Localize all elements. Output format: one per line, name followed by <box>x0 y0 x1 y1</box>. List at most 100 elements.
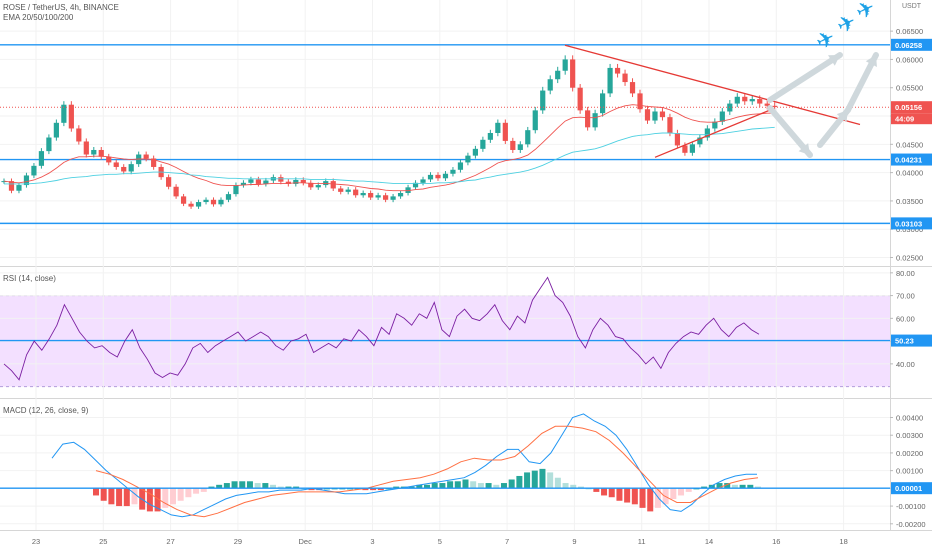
candle-body <box>255 179 262 184</box>
candle-body <box>278 177 284 182</box>
rsi-tick-label: 60.00 <box>896 314 915 323</box>
countdown-bg <box>891 113 932 125</box>
candle-body <box>435 174 441 179</box>
macd-histogram-bar <box>447 481 454 489</box>
x-tick-label: 9 <box>572 537 576 546</box>
macd-histogram-bar <box>647 488 654 512</box>
candle-body <box>577 87 583 111</box>
candle-body <box>263 180 269 184</box>
rsi-indicator-label: RSI (14, close) <box>3 274 56 283</box>
macd-histogram-bar <box>601 488 608 496</box>
macd-histogram-bar <box>631 488 638 505</box>
candle-body <box>240 182 247 186</box>
macd-histogram-bar <box>116 488 123 507</box>
level-tag-bg <box>891 217 932 230</box>
macd-histogram-bar <box>477 483 484 489</box>
candle-body <box>285 181 291 184</box>
candle-body <box>128 164 134 172</box>
projection-arrow-head <box>865 55 877 67</box>
candle-body <box>525 130 531 145</box>
candle-body <box>734 96 740 104</box>
level-tag: 0.04231 <box>895 156 922 165</box>
candle-body <box>457 162 464 170</box>
rsi-tick-label: 80.00 <box>896 269 915 278</box>
candle-body <box>68 104 74 129</box>
macd-histogram-bar <box>731 484 738 489</box>
ema-slow-line <box>4 126 775 185</box>
candle-body <box>345 189 351 192</box>
plot-area <box>0 0 890 530</box>
candle-body <box>450 169 456 174</box>
last-price-tag: 0.05156 <box>895 103 922 112</box>
candle-body <box>682 145 688 153</box>
macd-tick-label: 0.00100 <box>896 467 923 476</box>
price-tick-label: 0.02500 <box>896 254 923 263</box>
x-tick-label: 25 <box>99 537 107 546</box>
macd-histogram-bar <box>254 483 261 489</box>
rsi-level-tag-bg <box>891 334 932 347</box>
macd-level-tag-bg <box>891 482 932 495</box>
macd-histogram-bar <box>200 488 207 492</box>
macd-histogram-bar <box>493 484 500 489</box>
candle-body <box>622 73 628 83</box>
candle-body <box>121 166 127 172</box>
macd-histogram-bar <box>285 486 292 489</box>
candle-body <box>742 96 748 102</box>
x-tick-label: 18 <box>839 537 847 546</box>
candle-body <box>719 111 725 122</box>
level-tag-bg <box>891 38 932 51</box>
candle-body <box>8 181 15 191</box>
candle-body <box>38 151 45 166</box>
candle-body <box>772 105 778 107</box>
price-tick-label: 0.05500 <box>896 84 923 93</box>
candle-body <box>143 154 149 159</box>
candle-body <box>614 67 621 74</box>
macd-histogram-bar <box>293 486 300 489</box>
macd-histogram-bar <box>570 484 577 489</box>
x-tick-label: Dec <box>299 537 313 546</box>
candle-body <box>585 110 591 128</box>
projection-arrow-head <box>836 110 848 122</box>
candle-body <box>689 144 695 153</box>
macd-histogram-bar <box>739 484 746 489</box>
x-tick-label: 5 <box>438 537 442 546</box>
candle-body <box>644 109 651 121</box>
macd-histogram-bar <box>270 484 277 489</box>
candle-body <box>532 110 538 131</box>
candle-body <box>300 179 306 183</box>
macd-histogram-bar <box>554 477 561 489</box>
macd-histogram-bar <box>123 488 130 507</box>
macd-tick-label: -0.00200 <box>896 520 926 529</box>
macd-histogram-bar <box>262 483 269 489</box>
x-tick-label: 23 <box>32 537 40 546</box>
macd-histogram-bar <box>154 488 161 512</box>
candle-body <box>330 181 336 189</box>
candle-body <box>113 162 119 167</box>
candle-body <box>495 122 501 133</box>
macd-histogram-bar <box>701 486 708 489</box>
candle-body <box>629 82 636 94</box>
candle-body <box>600 93 606 114</box>
level-tag: 0.06258 <box>895 41 922 50</box>
macd-histogram-bar <box>454 481 461 489</box>
macd-histogram-bar <box>470 481 477 489</box>
price-tick-label: 0.04000 <box>896 169 923 178</box>
candle-body <box>697 137 703 145</box>
candle-body <box>472 148 478 156</box>
macd-histogram-bar <box>531 470 538 489</box>
price-tick-label: 0.04500 <box>896 140 923 149</box>
macd-histogram-bar <box>93 488 99 496</box>
candle-body <box>704 128 710 138</box>
candle-body <box>151 158 157 167</box>
candle-body <box>480 139 486 149</box>
price-tick-label: 0.03500 <box>896 197 923 206</box>
last-price-tag-bg <box>891 101 932 114</box>
macd-histogram-bar <box>370 488 377 491</box>
macd-histogram-bar <box>416 484 423 489</box>
macd-histogram-bar <box>246 481 253 489</box>
projection-arrow <box>845 52 879 113</box>
projection-arrow <box>767 52 843 103</box>
candle-body <box>412 182 419 188</box>
macd-histogram-bar <box>524 472 531 489</box>
